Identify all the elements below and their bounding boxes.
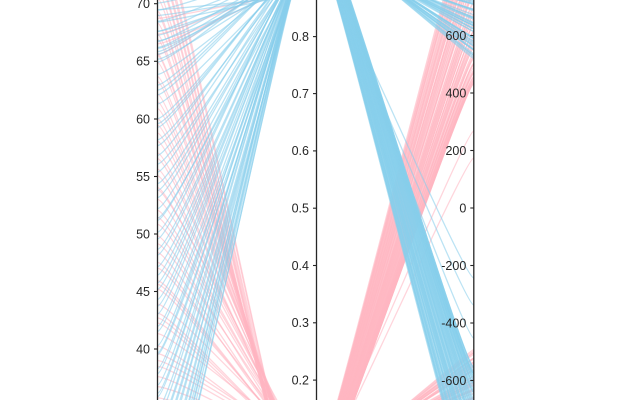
svg-text:70: 70 [136,0,150,11]
svg-text:0.5: 0.5 [292,202,309,216]
svg-text:40: 40 [136,342,150,356]
svg-text:0.6: 0.6 [292,144,309,158]
svg-text:600: 600 [445,29,466,43]
svg-text:-200: -200 [441,259,466,273]
svg-text:55: 55 [136,170,150,184]
svg-text:0.4: 0.4 [292,259,309,273]
svg-text:-400: -400 [441,316,466,330]
svg-text:200: 200 [445,144,466,158]
svg-text:0: 0 [459,201,466,215]
svg-text:400: 400 [445,86,466,100]
svg-text:-600: -600 [441,374,466,388]
svg-text:45: 45 [136,285,150,299]
svg-text:65: 65 [136,55,150,69]
svg-text:0.7: 0.7 [292,87,309,101]
svg-text:60: 60 [136,112,150,126]
svg-text:0.3: 0.3 [292,316,309,330]
svg-text:0.2: 0.2 [292,373,309,387]
svg-text:0.8: 0.8 [292,30,309,44]
svg-text:50: 50 [136,227,150,241]
